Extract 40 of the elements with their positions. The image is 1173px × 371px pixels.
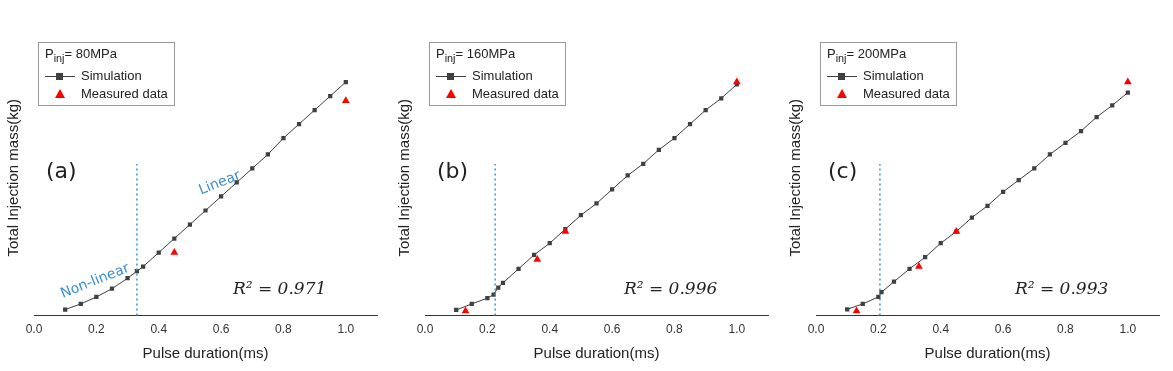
annotation: (a) bbox=[46, 157, 77, 183]
y-axis-title: Total Injection mass(kg) bbox=[786, 99, 804, 257]
x-tick-label: 0.4 bbox=[541, 321, 559, 336]
legend-label: Simulation bbox=[472, 66, 533, 85]
x-tick-label: 0.0 bbox=[807, 321, 825, 336]
annotation: R² = 0.971 bbox=[231, 277, 327, 298]
x-axis-title: Pulse duration(ms) bbox=[533, 344, 660, 362]
x-tick-label: 0.6 bbox=[603, 321, 621, 336]
legend-title: P$_{inj}$= 200MPa bbox=[827, 45, 908, 66]
x-tick-label: 0.4 bbox=[932, 321, 950, 336]
x-tick-label: 0.2 bbox=[88, 321, 106, 336]
x-tick-label: 1.0 bbox=[728, 321, 746, 336]
legend-label: Measured data bbox=[472, 84, 559, 103]
legend-title: P$_{inj}$= 160MPa bbox=[436, 45, 517, 66]
x-tick-label: 0.2 bbox=[479, 321, 497, 336]
x-tick-label: 0.0 bbox=[416, 321, 434, 336]
x-tick-label: 0.4 bbox=[150, 321, 168, 336]
annotation: (c) bbox=[828, 157, 858, 183]
x-tick-label: 1.0 bbox=[337, 321, 355, 336]
legend-label: Simulation bbox=[81, 66, 142, 85]
legend-label: Measured data bbox=[81, 84, 168, 103]
y-axis-title: Total Injection mass(kg) bbox=[4, 99, 22, 257]
annotation: (b) bbox=[437, 157, 469, 183]
y-axis-title: Total Injection mass(kg) bbox=[395, 99, 413, 257]
x-axis-title: Pulse duration(ms) bbox=[142, 344, 269, 362]
x-tick-label: 0.6 bbox=[212, 321, 230, 336]
x-tick-label: 0.8 bbox=[666, 321, 684, 336]
x-tick-label: 0.8 bbox=[1057, 321, 1075, 336]
annotation: Linear bbox=[196, 166, 243, 198]
x-tick-label: 0.8 bbox=[275, 321, 293, 336]
legend-title: P$_{inj}$= 80MPa bbox=[45, 45, 118, 66]
annotation: R² = 0.993 bbox=[1013, 277, 1109, 298]
annotation: R² = 0.996 bbox=[622, 277, 718, 298]
x-tick-label: 0.2 bbox=[870, 321, 888, 336]
x-axis-title: Pulse duration(ms) bbox=[924, 344, 1051, 362]
legend-label: Measured data bbox=[863, 84, 950, 103]
x-tick-label: 1.0 bbox=[1119, 321, 1137, 336]
x-tick-label: 0.6 bbox=[994, 321, 1012, 336]
x-tick-label: 0.0 bbox=[25, 321, 43, 336]
legend-label: Simulation bbox=[863, 66, 924, 85]
